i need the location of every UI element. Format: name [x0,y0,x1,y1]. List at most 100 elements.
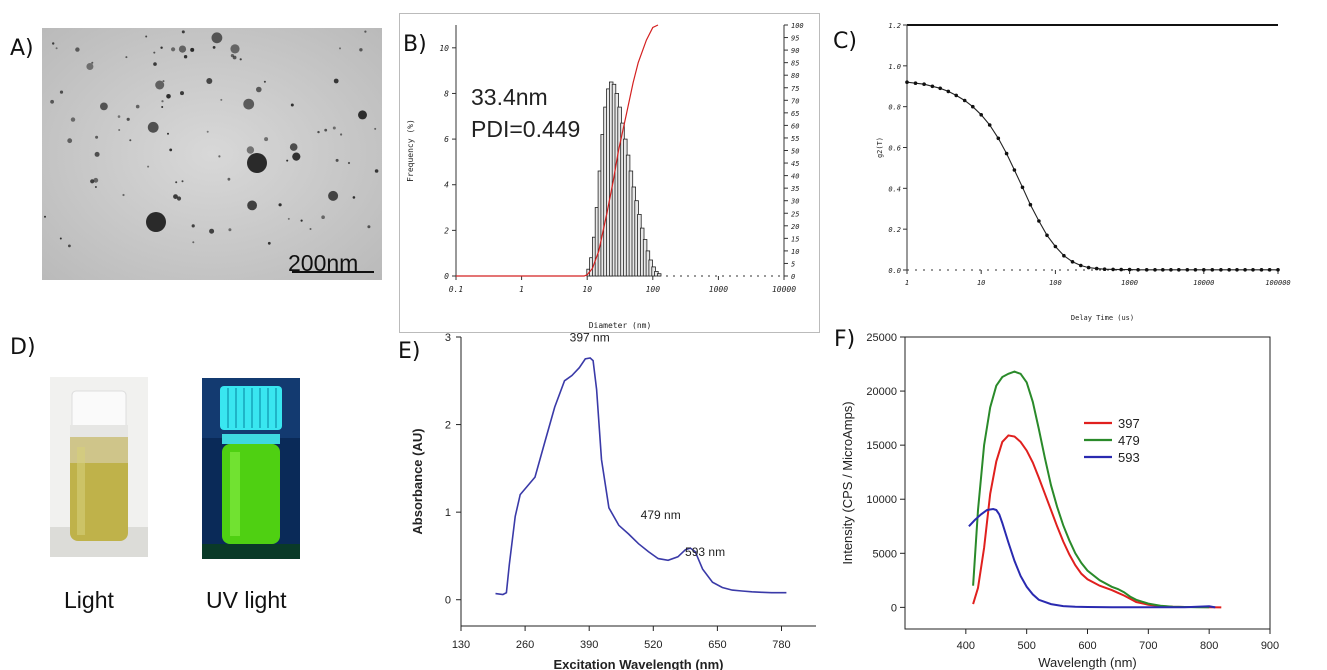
tem-particle [147,165,150,168]
data-point [1127,267,1132,272]
tem-particle [220,98,223,101]
tem-particle [91,61,94,64]
y2-tick-label: 80 [791,72,799,80]
y2-tick-label: 95 [791,35,799,43]
x-tick-label: 600 [1078,640,1096,652]
size-distribution-chart: 0.1 1 10 100 1000 100000246810051015202530354… [406,22,804,330]
data-point [1169,268,1173,272]
y-tick-label: 0.8 [888,104,901,112]
peak-annotation: 593 nm [685,545,725,559]
data-point [954,93,958,98]
y2-tick-label: 75 [791,85,799,93]
tem-particle [93,177,99,183]
tem-particle [161,100,164,103]
tem-particle [352,196,356,199]
x-tick-label: 1000 [709,285,728,294]
tem-particle [227,177,231,181]
tem-particle [247,200,257,211]
tem-particle [209,228,215,234]
y2-tick-label: 20 [791,223,799,231]
tem-particle [166,94,171,99]
tem-particle [59,237,62,240]
tem-particle [232,55,237,60]
y2-tick-label: 50 [791,148,799,156]
data-point [979,113,983,117]
y-tick-label: 0 [891,602,897,614]
y-tick-label: 2 [445,420,451,432]
vial-photo-uv [202,378,300,559]
data-point [1227,268,1231,272]
tem-particle [347,161,351,165]
tem-particle [178,45,187,53]
peak-annotation: 479 nm [641,508,681,522]
x-tick-label: 100000 [1265,279,1290,287]
y-tick-label: 0.2 [888,226,901,234]
y2-tick-label: 60 [791,122,799,130]
data-point [1161,268,1165,272]
data-point [987,123,992,127]
data-point [1243,268,1247,272]
tem-particle [167,132,169,135]
tem-particle [264,137,269,142]
x-tick-label: 1 [519,285,524,294]
tem-particle [359,48,363,52]
tem-particle [206,130,209,133]
y-tick-label: 0.4 [888,185,901,193]
y2-tick-label: 25 [791,210,799,218]
data-point [1144,268,1149,272]
frequency-bar [656,273,662,277]
tem-particle [211,32,223,44]
y2-tick-label: 70 [791,97,799,105]
y-tick-label: 2 [444,226,449,235]
tem-particle [328,190,339,201]
tem-particle [246,146,255,154]
data-point [1177,268,1181,272]
pdi-annotation: PDI=0.449 [471,116,581,142]
vial-uv-label: UV light [206,587,287,613]
tem-particle [292,152,301,161]
tem-particle [117,115,121,118]
x-tick-label: 900 [1261,640,1279,652]
panel-label-d: D) [10,335,36,360]
tem-particle [70,117,76,122]
x-tick-label: 100 [646,285,661,294]
tem-image [42,28,382,280]
emission-chart: 400 500 600 700 800 900 0 5000 10000 15000 20000 25… [840,333,1279,670]
data-point [1119,267,1123,272]
tem-particle [145,35,148,38]
tem-particle [289,143,298,151]
tem-particle [169,148,173,152]
data-point [1012,168,1017,172]
y2-tick-label: 10 [791,248,799,256]
data-point [1202,268,1206,272]
vial-uv-image [202,378,300,559]
undersize-line [456,24,659,277]
data-point [1111,267,1115,272]
tem-particle [94,186,97,188]
data-point [1004,151,1009,156]
x-tick-label: 0.1 [449,285,463,294]
panel-label-f: F) [834,327,856,352]
tem-particle [162,80,165,83]
tem-particle [44,215,46,218]
tem-particle [286,159,289,162]
data-point [971,104,975,109]
y-tick-label: 10 [439,44,449,53]
y-tick-label: 0.0 [888,267,901,275]
tem-particle [317,130,320,134]
mean-size-annotation: 33.4nm [471,84,548,110]
tem-particle [176,196,182,201]
emission-line-479 [972,370,1210,609]
x-tick-label: 10 [582,285,592,294]
fit-line [906,81,1278,271]
tem-particle [309,228,312,230]
tem-particle [50,99,54,104]
y-axis-label: Intensity (CPS / MicroAmps) [840,401,855,564]
x-tick-label: 10000 [772,285,796,294]
y-tick-label: 6 [444,135,449,144]
data-point [922,82,926,86]
tem-particle [67,138,73,144]
absorbance-chart: 130 260 390 520 650 780 0 1 2 3 397 nm 479 nm 593 nm… [410,333,816,670]
tem-particle [181,30,185,34]
emission-line-397 [972,434,1222,609]
